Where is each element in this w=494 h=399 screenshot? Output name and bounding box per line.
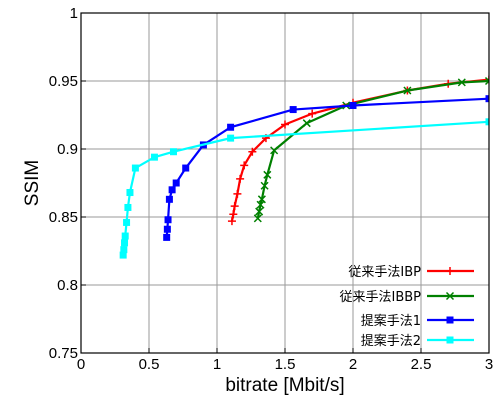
x-axis-label: bitrate [Mbit/s] <box>225 375 344 396</box>
data-point <box>255 207 264 216</box>
data-point <box>121 232 129 240</box>
x-tick-label: 1.5 <box>275 356 296 373</box>
x-tick-label: 1 <box>213 356 221 373</box>
data-point <box>126 189 134 197</box>
legend-label: 従来手法IBBP <box>339 290 421 305</box>
series-line <box>256 79 489 219</box>
data-point <box>236 174 245 183</box>
y-tick-label: 0.9 <box>57 141 78 158</box>
data-point <box>457 78 466 87</box>
y-tick-label: 0.75 <box>49 345 78 362</box>
data-point <box>124 203 132 211</box>
data-point <box>233 189 242 198</box>
legend-marker <box>446 267 454 275</box>
data-point <box>123 218 131 226</box>
data-point <box>121 239 129 247</box>
data-point <box>165 195 173 203</box>
data-point <box>281 120 289 129</box>
data-point <box>253 214 262 223</box>
x-tick-label: 2 <box>349 356 357 373</box>
data-point <box>229 210 238 219</box>
data-point <box>230 202 239 211</box>
data-point <box>168 186 176 194</box>
data-point <box>240 161 249 170</box>
data-point <box>485 75 489 84</box>
data-point <box>131 164 139 172</box>
legend: 従来手法IBP 従来手法IBBP 提案手法1 提案手法2 <box>339 265 474 349</box>
legend-label: 提案手法2 <box>361 333 421 349</box>
y-axis-label: SSIM <box>22 160 43 206</box>
series-layer <box>119 75 489 259</box>
legend-marker <box>446 316 454 324</box>
legend-marker <box>446 336 454 344</box>
data-point <box>164 216 172 224</box>
legend-item: 従来手法IBBP <box>339 290 474 305</box>
series-3 <box>163 95 489 241</box>
data-point <box>302 119 311 128</box>
data-point <box>120 246 128 254</box>
tick-labels: 0 0.5 1 1.5 2 2.5 3 0.75 0.8 0.85 0.9 0.95 1 <box>49 5 493 373</box>
series-2 <box>253 76 489 223</box>
data-point <box>349 101 357 109</box>
data-point <box>289 106 297 114</box>
data-point <box>248 147 257 156</box>
data-point <box>169 148 177 156</box>
data-point <box>485 118 489 126</box>
x-tick-label: 3 <box>485 356 493 373</box>
grid <box>80 12 490 354</box>
data-point <box>485 95 489 103</box>
data-point <box>403 86 412 95</box>
y-tick-label: 0.8 <box>57 277 78 294</box>
data-point <box>182 164 190 172</box>
legend-item: 提案手法1 <box>361 313 474 329</box>
y-tick-label: 0.85 <box>49 209 78 226</box>
legend-item: 提案手法2 <box>361 333 474 349</box>
x-tick-label: 2.5 <box>411 356 432 373</box>
data-point <box>163 233 171 241</box>
data-point <box>227 123 235 131</box>
legend-label: 従来手法IBP <box>348 265 421 280</box>
x-tick-label: 0.5 <box>139 356 160 373</box>
data-point <box>227 134 235 142</box>
data-point <box>119 251 127 259</box>
data-point <box>484 76 489 86</box>
data-point <box>172 179 180 187</box>
series-4 <box>119 118 489 259</box>
legend-label: 提案手法1 <box>361 313 421 329</box>
y-tick-label: 1 <box>70 5 78 22</box>
data-point <box>308 109 317 118</box>
data-point <box>227 217 236 226</box>
y-tick-label: 0.95 <box>49 73 78 90</box>
data-point <box>270 146 279 155</box>
data-point <box>263 170 272 179</box>
data-point <box>150 153 158 161</box>
data-point <box>257 195 266 204</box>
data-point <box>260 181 269 190</box>
data-point <box>163 225 171 233</box>
x-tick-label: 0 <box>77 356 85 373</box>
legend-item: 従来手法IBP <box>348 265 474 280</box>
series-1 <box>227 75 489 226</box>
series-line <box>122 120 489 256</box>
legend-marker <box>445 291 455 301</box>
